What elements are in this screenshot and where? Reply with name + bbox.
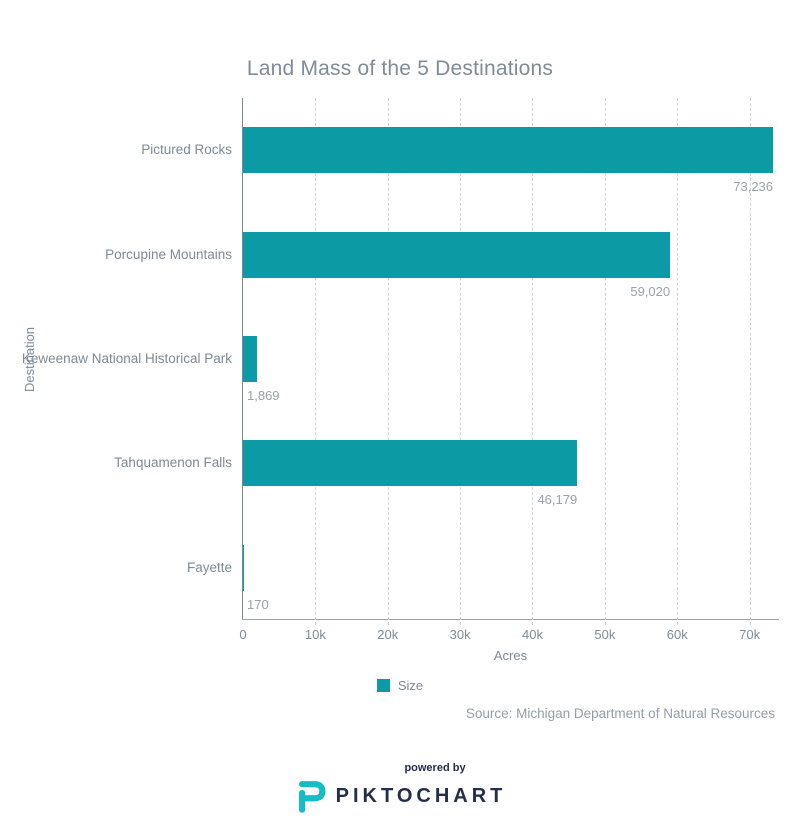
x-tick-label-40k: 40k — [522, 627, 543, 642]
brand-wordmark: PIKTOCHART — [335, 785, 507, 807]
gridline-20k — [387, 98, 389, 625]
legend-label-size: Size — [397, 678, 424, 693]
legend-swatch-size — [376, 679, 390, 692]
chart-title: Land Mass of the 5 Destinations — [246, 57, 554, 80]
category-label: Porcupine Mountains — [105, 246, 232, 262]
bar-value-label: 73,236 — [733, 179, 774, 195]
bar-value-label: 46,179 — [537, 492, 578, 508]
x-tick-label-20k: 20k — [377, 627, 399, 642]
bar-keweenaw-national-historical-park — [243, 336, 257, 382]
gridline-10k — [315, 98, 317, 625]
bar-porcupine-mountains — [243, 231, 671, 278]
x-tick-label-70k: 70k — [739, 627, 761, 642]
x-tick-label-0: 0 — [239, 627, 247, 642]
x-tick-label-60k: 60k — [666, 627, 688, 642]
gridline-40k — [532, 98, 534, 625]
gridline-60k — [677, 98, 679, 625]
source-note: Source: Michigan Department of Natural R… — [465, 706, 775, 721]
brand-row: PIKTOCHART — [294, 778, 507, 815]
powered-by-label: powered by — [404, 762, 466, 774]
piktochart-p-logo-icon — [294, 778, 326, 815]
bar-value-label: 1,869 — [247, 388, 280, 403]
bar-value-label: 59,020 — [630, 283, 671, 299]
bar-value-label: 170 — [247, 596, 269, 612]
bar-pictured-rocks — [243, 127, 774, 174]
category-label: Keweenaw National Historical Park — [21, 350, 232, 366]
legend: Size — [0, 678, 800, 693]
category-label: Tahquamenon Falls — [114, 455, 232, 471]
gridline-70k — [749, 98, 751, 625]
x-tick-label-50k: 50k — [594, 627, 616, 642]
category-label: Fayette — [186, 559, 232, 575]
x-tick-label-30k: 30k — [449, 627, 471, 642]
bar-fayette — [243, 544, 245, 591]
piktochart-attribution-link[interactable]: powered by PIKTOCHART — [0, 762, 800, 815]
gridline-50k — [604, 98, 606, 625]
bar-tahquamenon-falls — [243, 440, 578, 487]
plot-area: 0 10k 20k 30k 40k 50k 60k 70k 73,236 59,020 1,869 4… — [239, 98, 779, 642]
x-tick-label-10k: 10k — [304, 627, 326, 642]
gridline-30k — [460, 98, 462, 625]
category-label: Pictured Rocks — [141, 142, 232, 158]
x-axis-title: Acres — [493, 648, 528, 663]
